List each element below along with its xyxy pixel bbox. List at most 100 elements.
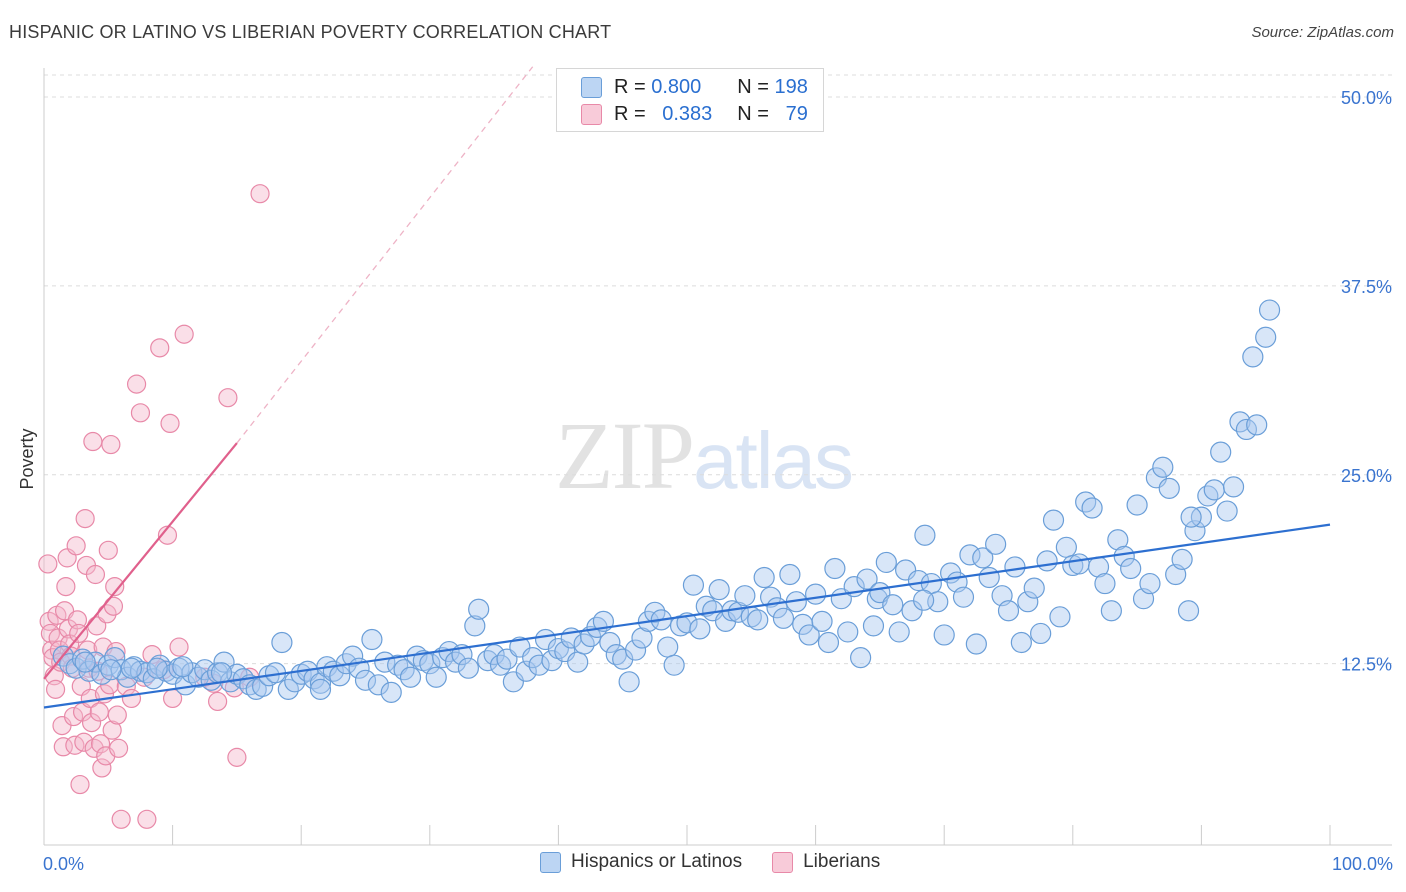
liberians-points: [38, 184, 270, 829]
hispanic-point: [1042, 509, 1065, 531]
liberian-point: [66, 536, 86, 556]
hispanic-point: [856, 568, 878, 590]
hispanic-point: [817, 631, 840, 654]
hispanic-point: [631, 627, 653, 649]
liberian-point: [130, 403, 151, 423]
legend-swatch-blue: [581, 76, 602, 98]
hispanic-point: [914, 524, 936, 546]
hispanic-point: [104, 647, 126, 669]
liberian-point: [121, 688, 142, 709]
hispanic-point: [71, 648, 94, 670]
hispanic-point: [907, 569, 930, 592]
hispanic-point: [100, 659, 122, 681]
hispanic-point: [689, 618, 711, 640]
hispanic-point: [972, 547, 994, 569]
hispanic-point: [1171, 548, 1193, 571]
liberian-point: [108, 738, 129, 758]
hispanic-point: [399, 666, 422, 688]
hispanic-point: [457, 657, 479, 679]
hispanic-point: [965, 633, 987, 655]
legend-row-hispanics: R = 0.800 N = 198: [581, 74, 808, 100]
hispanic-point: [515, 660, 537, 682]
hispanic-point: [567, 651, 589, 673]
legend-r-label: R =: [614, 75, 646, 98]
hispanic-point: [1126, 494, 1148, 516]
trend-lines: [43, 66, 1331, 709]
hispanic-point: [1152, 456, 1174, 478]
y-tick-label: 50.0%: [1341, 88, 1392, 108]
hispanic-point: [1210, 441, 1232, 463]
hispanic-point: [1023, 577, 1045, 599]
hispanic-point: [1010, 631, 1032, 654]
hispanic-point: [753, 566, 775, 589]
hispanic-point: [528, 654, 550, 676]
legend-r-label: R =: [614, 102, 646, 125]
liberian-point: [56, 576, 76, 597]
hispanic-point: [1081, 497, 1103, 519]
hispanic-point: [959, 544, 981, 566]
liberian-point: [45, 679, 66, 699]
hispanic-point: [1094, 572, 1116, 595]
hispanic-point: [1242, 346, 1264, 368]
legend-n-value: 198: [774, 75, 808, 98]
hispanic-point: [1246, 414, 1268, 436]
hispanic-point: [271, 631, 293, 654]
liberian-point: [98, 540, 118, 560]
hispanic-point: [657, 636, 679, 658]
hispanic-point: [1075, 491, 1097, 513]
hispanic-point: [985, 533, 1007, 555]
liberian-point: [38, 554, 58, 574]
legend-n-label: N =: [737, 102, 769, 125]
liberian-point: [105, 576, 125, 597]
hispanic-point: [663, 654, 685, 676]
y-tick-label: 25.0%: [1341, 466, 1392, 486]
hispanic-point: [367, 674, 389, 696]
hispanic-point: [875, 551, 897, 574]
axes: [43, 68, 1392, 846]
liberian-point: [137, 809, 157, 829]
hispanic-point: [618, 671, 640, 693]
hispanic-point: [1100, 600, 1122, 622]
hispanic-point: [1258, 299, 1281, 321]
liberian-point: [160, 413, 180, 433]
hispanic-point: [1184, 520, 1206, 542]
grid-lines: [44, 74, 1392, 665]
liberian-point: [81, 712, 102, 733]
hispanic-point: [1030, 622, 1052, 645]
liberians-trend-line: [43, 442, 238, 680]
hispanics-points: [52, 299, 1281, 703]
hispanic-point: [1004, 556, 1026, 578]
legend-n-value: 79: [785, 102, 808, 125]
hispanic-point: [120, 657, 143, 679]
hispanic-point: [309, 678, 332, 700]
series-swatch-pink: [772, 851, 794, 873]
hispanic-point: [1158, 477, 1180, 499]
hispanic-point: [850, 647, 872, 669]
liberian-point: [102, 720, 122, 740]
hispanic-point: [172, 656, 194, 678]
liberian-point: [89, 702, 109, 722]
legend-row-liberians: R = 0.383 N = 79: [581, 101, 808, 127]
liberian-point: [99, 675, 120, 695]
hispanic-point: [342, 645, 364, 667]
watermark-atlas: atlas: [693, 416, 854, 505]
hispanic-point: [489, 654, 512, 676]
hispanic-point: [804, 583, 827, 605]
series-legend-item-hispanics: Hispanics or Latinos: [540, 851, 742, 873]
series-legend-label: Hispanics or Latinos: [571, 851, 743, 872]
hispanic-point: [354, 669, 377, 691]
hispanic-point: [1055, 536, 1077, 558]
liberians-trend-extension: [236, 66, 534, 444]
hispanic-point: [933, 624, 955, 646]
hispanic-point: [798, 624, 820, 646]
hispanic-point: [599, 631, 621, 654]
hispanic-point: [772, 607, 795, 629]
hispanic-point: [464, 615, 486, 637]
hispanic-point: [978, 566, 1000, 589]
liberian-point: [101, 434, 121, 455]
hispanic-point: [1036, 550, 1058, 572]
hispanic-point: [1107, 529, 1129, 551]
liberian-point: [63, 706, 84, 727]
hispanics-trend-line: [43, 523, 1331, 709]
